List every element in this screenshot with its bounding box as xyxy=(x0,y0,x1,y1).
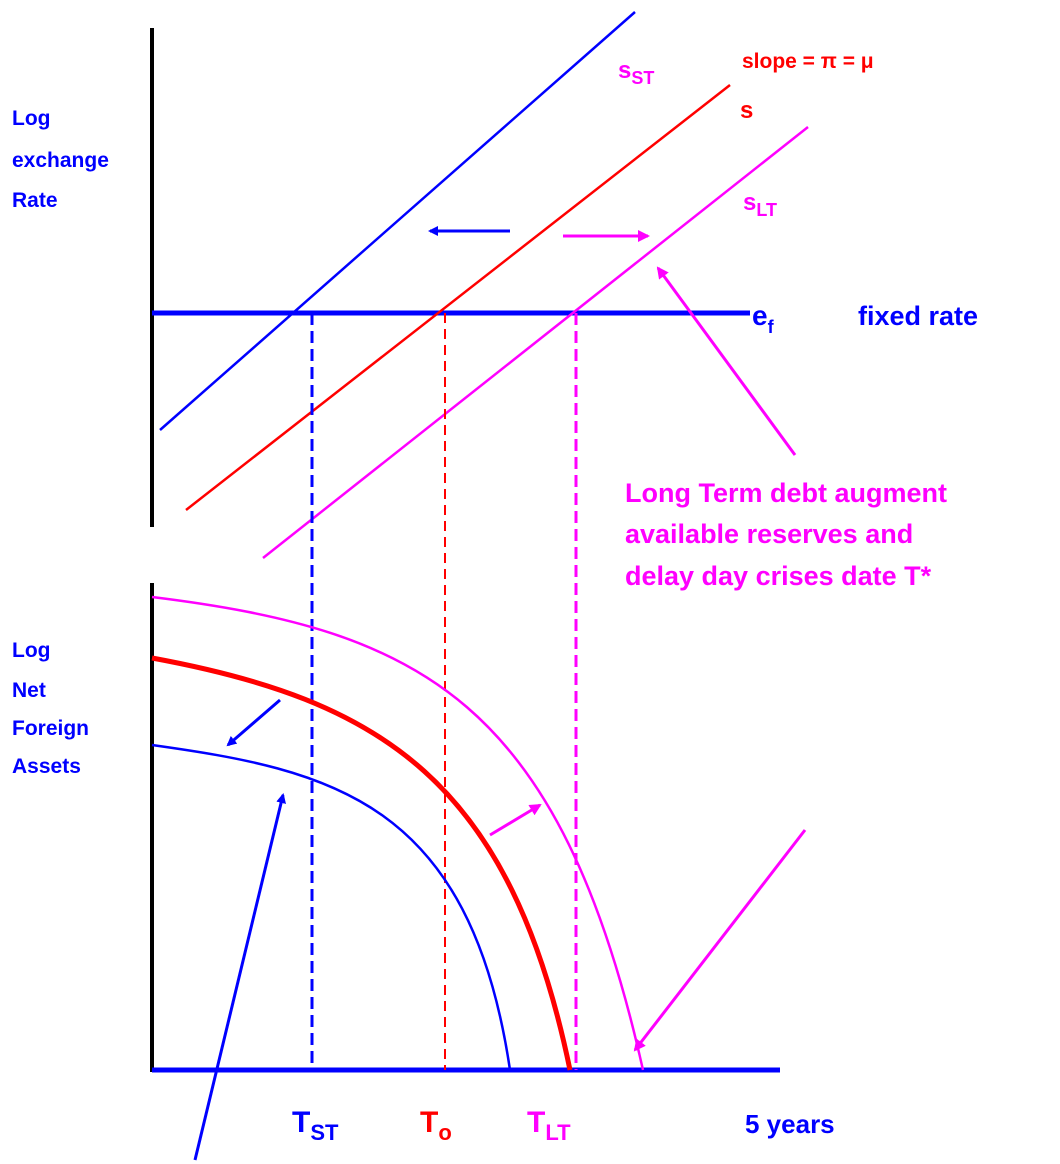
arrow xyxy=(656,266,797,456)
base: T xyxy=(292,1106,310,1139)
ef-label: ef xyxy=(752,300,775,337)
s-st-label: sST xyxy=(618,57,654,88)
sub: ST xyxy=(631,68,654,88)
arrow xyxy=(226,698,281,747)
shapes xyxy=(150,11,809,1161)
sub: LT xyxy=(545,1120,571,1145)
curve xyxy=(151,595,645,1071)
label: Foreign xyxy=(12,717,89,740)
x-end: 5 years xyxy=(745,1109,835,1139)
curve xyxy=(151,655,573,1071)
curve xyxy=(151,743,512,1071)
sub: o xyxy=(438,1120,451,1145)
label: Rate xyxy=(12,189,58,212)
sub: ST xyxy=(310,1120,339,1145)
base: s xyxy=(618,57,631,84)
label: Log xyxy=(12,639,50,662)
s-lt-label: sLT xyxy=(743,189,777,220)
arrow xyxy=(193,793,286,1161)
top-axis-label: Log exchange Rate xyxy=(12,107,109,212)
s-st-line xyxy=(159,11,636,431)
label: Net xyxy=(12,679,46,702)
s-label: s xyxy=(740,97,753,124)
annotation-line: available reserves and xyxy=(625,519,913,549)
t-lt: TLT xyxy=(527,1106,571,1145)
base: T xyxy=(420,1106,438,1139)
s-line xyxy=(185,84,731,511)
label: exchange xyxy=(12,149,109,172)
base: e xyxy=(752,300,768,331)
arrow xyxy=(489,803,542,837)
annotation: Long Term debt augment available reserve… xyxy=(625,478,947,591)
slope-label: slope = π = μ xyxy=(742,50,874,73)
t-o: To xyxy=(420,1106,452,1145)
t-st: TST xyxy=(292,1106,339,1145)
base: s xyxy=(743,189,756,216)
label: Log xyxy=(12,107,50,130)
bottom-axis-label: Log Net Foreign Assets xyxy=(12,639,89,778)
base: T xyxy=(527,1106,545,1139)
arrow xyxy=(633,829,807,1052)
sub: LT xyxy=(756,200,777,220)
label: Assets xyxy=(12,755,81,778)
fixed-label: fixed rate xyxy=(858,301,978,331)
annotation-line: delay day crises date T* xyxy=(625,561,932,591)
s-lt-line xyxy=(262,126,809,559)
annotation-line: Long Term debt augment xyxy=(625,478,947,508)
sub: f xyxy=(768,317,775,337)
